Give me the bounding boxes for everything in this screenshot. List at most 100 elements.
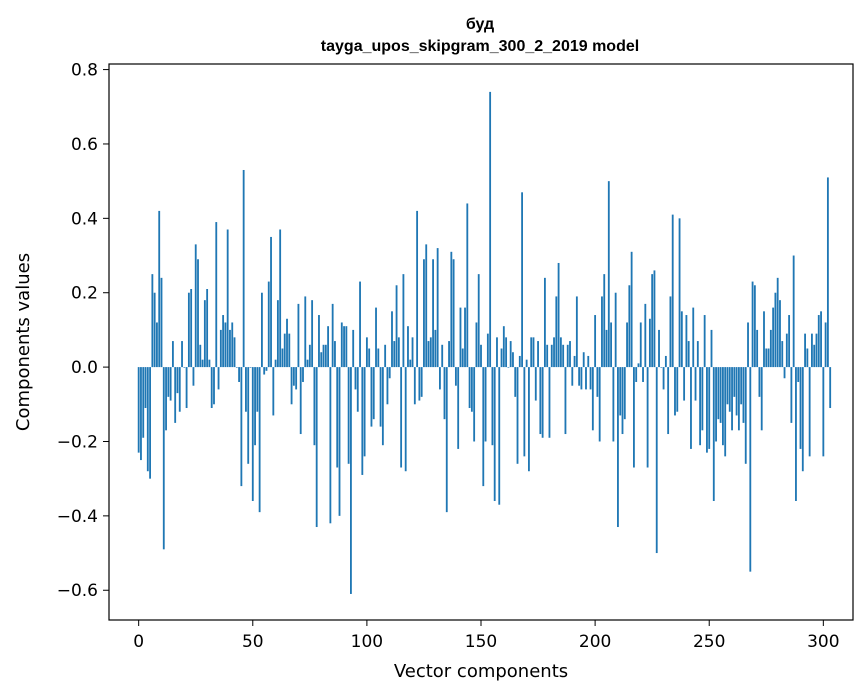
bar-component-105 [377,349,379,368]
bar-component-101 [368,349,370,368]
bar-component-175 [537,341,539,367]
bar-component-253 [715,367,717,441]
bar-component-213 [624,367,626,419]
bar-component-151 [482,367,484,486]
bar-component-45 [240,367,242,486]
bar-component-52 [256,367,258,412]
bar-component-68 [293,367,295,386]
bar-component-30 [206,289,208,367]
bar-component-83 [327,326,329,367]
bar-component-84 [329,367,331,523]
bar-component-267 [747,322,749,367]
bar-component-85 [332,304,334,367]
bar-component-278 [772,308,774,368]
bar-component-97 [359,282,361,368]
y-tick-label: −0.2 [57,432,98,452]
bar-component-161 [505,337,507,367]
bar-component-273 [761,367,763,430]
bar-component-199 [592,367,594,430]
bar-component-42 [234,337,236,367]
bar-component-92 [348,367,350,464]
bar-component-176 [539,367,541,434]
bar-component-113 [396,285,398,367]
bar-component-114 [398,337,400,367]
bar-component-67 [291,367,293,404]
bar-component-100 [366,337,368,367]
bar-component-182 [553,337,555,367]
bar-component-141 [460,308,462,368]
bar-component-283 [784,367,786,378]
bar-component-218 [635,367,637,382]
bar-component-277 [770,330,772,367]
bar-component-295 [811,334,813,367]
bar-component-150 [480,345,482,367]
bar-component-242 [690,367,692,449]
y-axis-ticks: −0.6−0.4−0.20.00.20.40.60.8 [57,61,109,602]
y-tick-label: 0.2 [71,284,98,304]
bar-component-109 [387,367,389,404]
bar-component-107 [382,367,384,445]
bar-component-269 [752,282,754,368]
bar-component-22 [188,293,190,367]
bar-component-158 [498,367,500,505]
bar-component-140 [457,367,459,449]
bar-component-86 [334,341,336,367]
bar-component-2 [142,367,144,438]
bar-component-169 [523,367,525,456]
bar-component-8 [156,322,158,367]
bar-component-95 [355,367,357,389]
bar-component-128 [430,337,432,367]
bar-component-200 [594,315,596,367]
bar-component-135 [446,367,448,512]
bar-component-188 [567,345,569,367]
bar-component-186 [562,345,564,367]
bar-component-54 [261,293,263,367]
bar-component-289 [797,367,799,382]
bar-component-217 [633,367,635,467]
bar-component-75 [309,345,311,367]
bar-component-125 [423,259,425,367]
y-tick-label: 0.4 [71,209,98,229]
bar-component-59 [272,367,274,415]
bar-component-225 [651,274,653,367]
bar-component-170 [526,360,528,367]
bar-component-163 [510,341,512,367]
bar-component-17 [177,367,179,393]
bar-component-0 [138,367,140,453]
bar-component-240 [685,315,687,367]
bar-component-15 [172,341,174,367]
bar-component-37 [222,315,224,367]
bar-component-239 [683,367,685,400]
bar-component-233 [670,296,672,367]
bar-component-257 [724,367,726,456]
bar-component-255 [720,367,722,423]
bar-component-145 [469,367,471,408]
bar-component-207 [610,322,612,367]
bar-component-63 [282,349,284,368]
bar-component-190 [571,367,573,386]
bar-component-250 [708,367,710,449]
bar-component-230 [663,367,665,389]
bar-component-252 [713,367,715,501]
bar-component-206 [608,181,610,367]
bar-component-144 [466,203,468,367]
bar-component-103 [373,367,375,419]
bar-component-258 [727,367,729,404]
bar-component-203 [601,296,603,367]
x-axis-label: Vector components [394,661,568,682]
bar-component-222 [644,304,646,367]
bar-component-9 [158,211,160,367]
bar-component-271 [756,330,758,367]
bar-component-254 [717,367,719,419]
bar-component-204 [603,274,605,367]
bar-component-35 [218,367,220,389]
bar-component-261 [733,367,735,397]
x-tick-label: 100 [351,632,383,652]
bar-component-248 [704,315,706,367]
bar-component-71 [300,367,302,434]
bar-component-104 [375,308,377,368]
bar-component-293 [806,349,808,368]
bar-component-280 [777,278,779,367]
bar-component-21 [186,367,188,408]
bar-component-180 [549,367,551,438]
